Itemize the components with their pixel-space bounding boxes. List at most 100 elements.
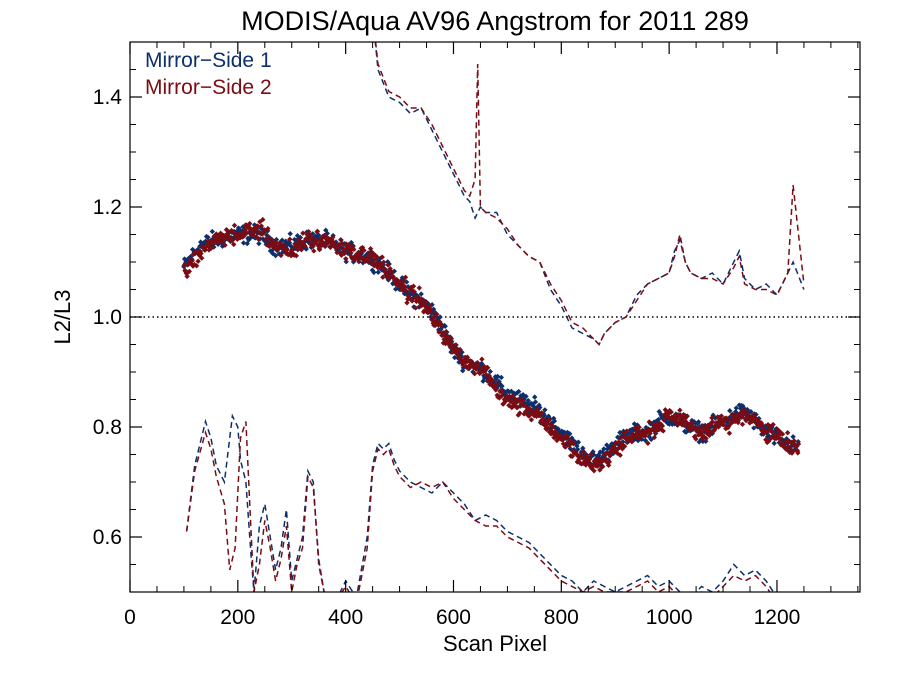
ms2-data-point — [410, 283, 417, 289]
tick-layer: 0 200 400 600 800 1000 1200 0.6 0.8 1.0 1.2 1.4 — [93, 41, 860, 629]
ms2-data-point — [464, 354, 471, 360]
ms2-data-point — [569, 453, 575, 460]
ms2-data-point — [208, 245, 214, 251]
ms2-data-point — [284, 247, 290, 253]
ms2-data-point — [434, 311, 440, 317]
ms2-data-point — [471, 371, 478, 377]
ms2-data-point — [402, 274, 409, 280]
ms2-data-point — [409, 298, 415, 304]
ms2-data-point — [367, 246, 374, 252]
ms2-data-point — [509, 393, 516, 399]
ms1-data-point — [525, 397, 531, 404]
ms2-data-point — [298, 247, 305, 253]
ms2-data-point — [308, 234, 315, 241]
y-tick-label: 1.0 — [93, 306, 122, 329]
ms2-data-point — [660, 428, 666, 434]
ms2-data-point — [684, 413, 690, 419]
ms1-data-point — [523, 393, 529, 400]
ms2-data-point — [255, 236, 262, 242]
ms2-data-point — [287, 236, 293, 242]
ms2-data-point — [710, 419, 716, 425]
ms2-data-point — [607, 453, 613, 459]
ms1-data-point — [532, 394, 538, 400]
ms2-data-point — [357, 249, 364, 256]
ms2-data-point — [499, 389, 505, 395]
ms2-data-point — [351, 246, 357, 253]
ms1-data-point — [272, 252, 279, 259]
ms2-data-point — [479, 356, 485, 362]
ms2-data-point — [389, 269, 395, 275]
x-tick-label: 200 — [220, 606, 255, 629]
ms2-data-point — [282, 242, 288, 249]
ms2-data-point — [406, 295, 412, 302]
ms2-data-point — [473, 366, 479, 372]
ms2-data-point — [343, 256, 349, 262]
ms2-data-point — [423, 298, 429, 305]
ms2-data-point — [195, 258, 201, 264]
ms1-data-point — [287, 231, 293, 237]
series-layer — [181, 42, 805, 592]
ms2-data-point — [600, 463, 606, 470]
ms2-data-point — [579, 455, 586, 461]
x-tick-label: 400 — [328, 606, 363, 629]
ms2-data-point — [591, 468, 597, 474]
ms2-data-point — [739, 421, 746, 427]
ms2-data-point — [645, 440, 651, 446]
x-tick-label: 1200 — [754, 606, 801, 629]
ms2-data-point — [241, 233, 247, 239]
ms2-data-point — [709, 415, 715, 421]
ms2-data-point — [342, 249, 348, 255]
ms2-data-point — [223, 232, 229, 238]
ms2-data-point — [528, 417, 535, 423]
ms1-data-point — [205, 234, 211, 240]
ms2-data-point — [784, 430, 791, 436]
ms2-data-point — [493, 387, 499, 393]
ms2-data-point — [418, 296, 425, 302]
ms1-data-point — [567, 431, 573, 437]
ms2-data-point — [520, 398, 526, 404]
ms1-data-point — [209, 228, 215, 235]
ms2-data-point — [374, 254, 380, 260]
ms2-data-point — [311, 248, 317, 254]
ms2-data-point — [413, 305, 419, 311]
ms1-data-point — [532, 399, 539, 405]
ms2-data-point — [416, 285, 422, 291]
ms2-data-point — [790, 448, 796, 454]
ms2-data-point — [489, 377, 495, 384]
legend-mirror-side-2: Mirror−Side 2 — [145, 76, 272, 99]
ms2-data-point — [380, 274, 386, 280]
y-tick-label: 0.8 — [93, 416, 122, 439]
ms2-data-point — [677, 407, 683, 413]
ms2-data-point — [361, 247, 367, 254]
x-tick-label: 600 — [436, 606, 471, 629]
ms2-data-point — [741, 411, 747, 417]
plot-area — [130, 42, 860, 592]
ms2-data-point — [303, 236, 310, 242]
ms2-data-point — [443, 328, 449, 335]
ms2-data-point — [475, 362, 481, 369]
ms1-data-point — [601, 446, 607, 452]
ms2-data-point — [546, 416, 552, 423]
ms2-data-point — [742, 407, 748, 413]
ms2-data-point — [198, 250, 204, 257]
x-tick-label: 1000 — [646, 606, 693, 629]
ms2-data-point — [632, 424, 639, 431]
ms2-data-point — [718, 413, 725, 419]
ms2-data-point — [457, 346, 463, 353]
ms1-data-point — [542, 407, 548, 413]
ms1-data-point — [494, 373, 501, 380]
ms2-data-point — [244, 230, 250, 236]
ms1-data-point — [655, 416, 662, 423]
ms2-data-point — [269, 237, 275, 243]
ms1-data-point — [240, 240, 247, 246]
ms1-data-point — [695, 419, 702, 425]
ms2-data-point — [651, 434, 658, 441]
y-tick-label: 1.2 — [93, 196, 122, 219]
ms1-data-point — [371, 269, 377, 276]
ms2-data-point — [661, 417, 667, 423]
y-axis-label: L2/L3 — [50, 289, 75, 344]
ms1-data-point — [499, 383, 505, 389]
ms2-data-point — [403, 288, 409, 294]
ms2-upper-envelope-line — [236, 42, 805, 346]
ms1-data-point — [551, 418, 558, 424]
